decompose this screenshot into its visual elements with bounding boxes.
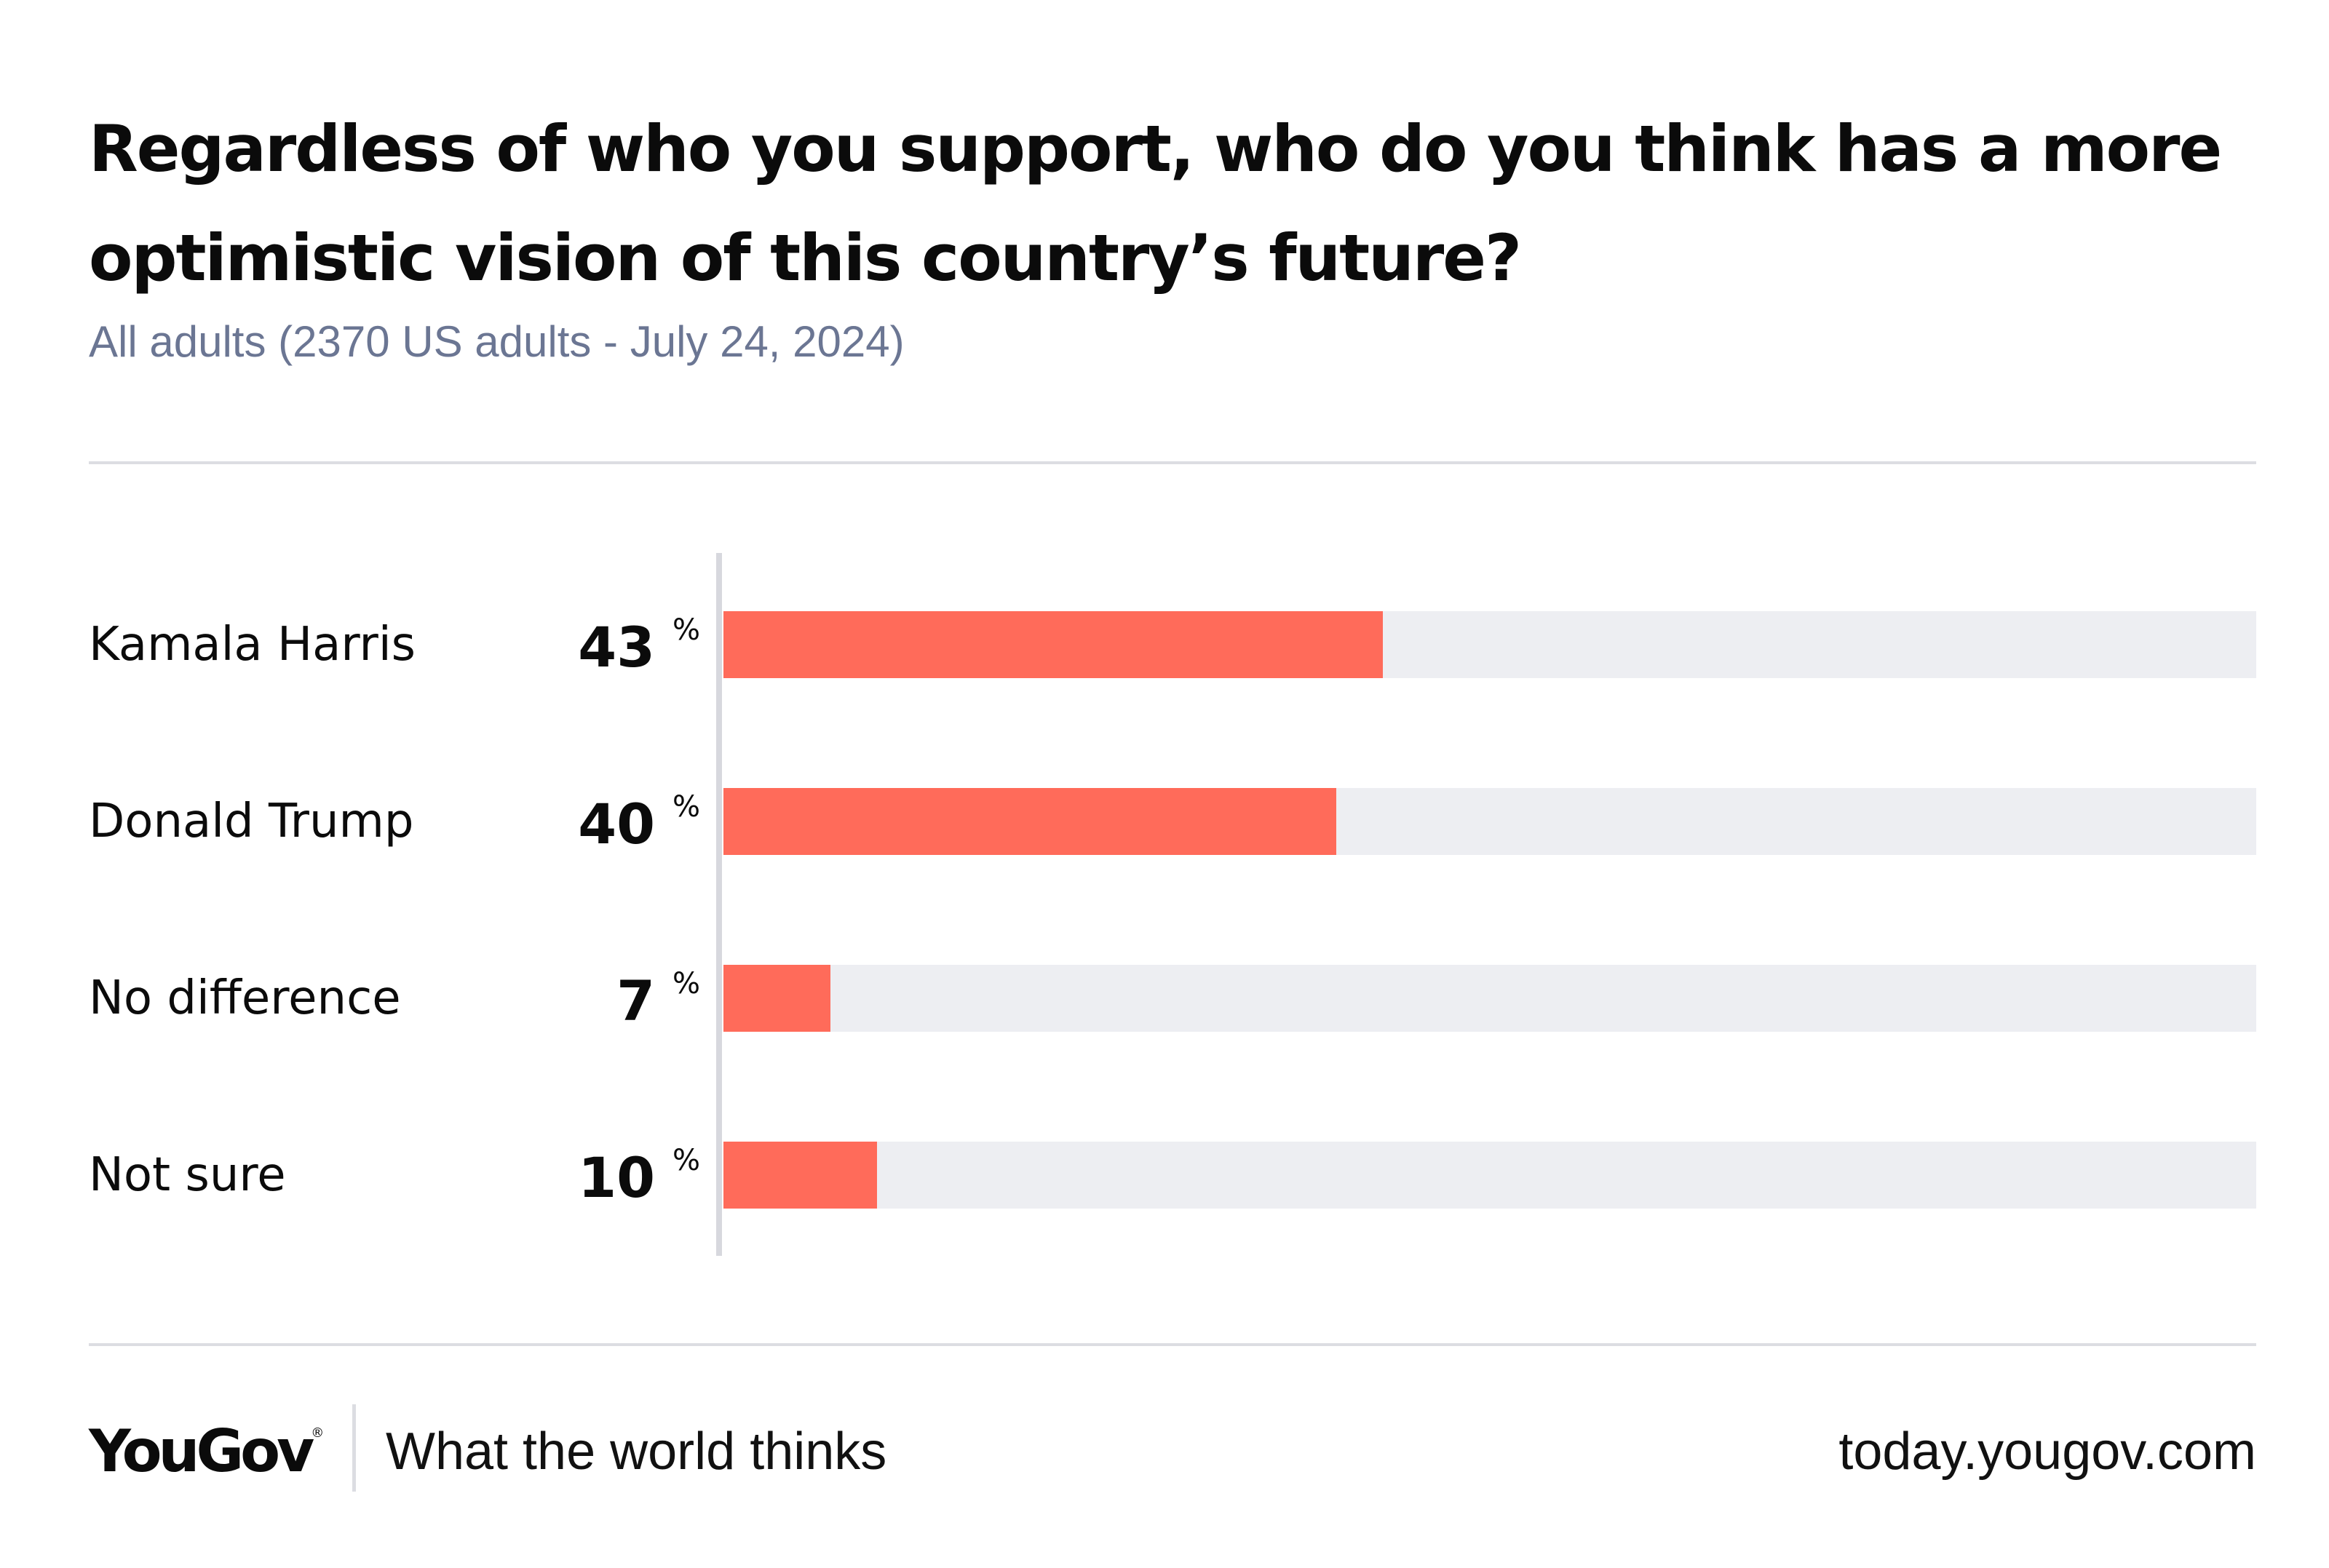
yougov-logo: YouGov®	[89, 1419, 324, 1484]
bar-row-not-sure: Not sure 10 %	[0, 1142, 2329, 1210]
bar-track	[723, 965, 2256, 1032]
bar-not-sure	[723, 1142, 877, 1209]
registered-mark: ®	[311, 1425, 325, 1441]
logo-wordmark: YouGov	[89, 1417, 314, 1485]
bar-track	[723, 788, 2256, 855]
percent-unit: %	[672, 1144, 701, 1177]
data-label: 7	[616, 968, 655, 1033]
bar-row-kamala-harris: Kamala Harris 43 %	[0, 611, 2329, 680]
bar-label: Not sure	[89, 1148, 286, 1202]
header-divider	[89, 461, 2256, 464]
data-label: 43	[578, 615, 655, 680]
bar-label: Kamala Harris	[89, 618, 416, 672]
footer-tagline: What the world thinks	[386, 1422, 887, 1481]
bar-no-difference	[723, 965, 831, 1032]
bar-row-no-difference: No difference 7 %	[0, 965, 2329, 1033]
chart-axis-line	[716, 553, 722, 1256]
bar-label: No difference	[89, 971, 401, 1025]
data-label: 40	[578, 792, 655, 856]
bar-donald-trump	[723, 788, 1337, 855]
data-label: 10	[578, 1145, 655, 1210]
footer-divider-line	[89, 1343, 2256, 1346]
chart-title: Regardless of who you support, who do yo…	[89, 111, 2222, 295]
percent-unit: %	[672, 613, 701, 647]
bar-track	[723, 611, 2256, 678]
bar-row-donald-trump: Donald Trump 40 %	[0, 788, 2329, 856]
percent-unit: %	[672, 967, 701, 1000]
chart-subtitle: All adults (2370 US adults - July 24, 20…	[89, 317, 905, 366]
footer-vertical-divider	[352, 1404, 356, 1492]
percent-unit: %	[672, 790, 701, 824]
bar-track	[723, 1142, 2256, 1209]
footer-url: today.yougov.com	[1838, 1422, 2256, 1481]
bar-kamala-harris	[723, 611, 1383, 678]
bar-label: Donald Trump	[89, 795, 414, 848]
